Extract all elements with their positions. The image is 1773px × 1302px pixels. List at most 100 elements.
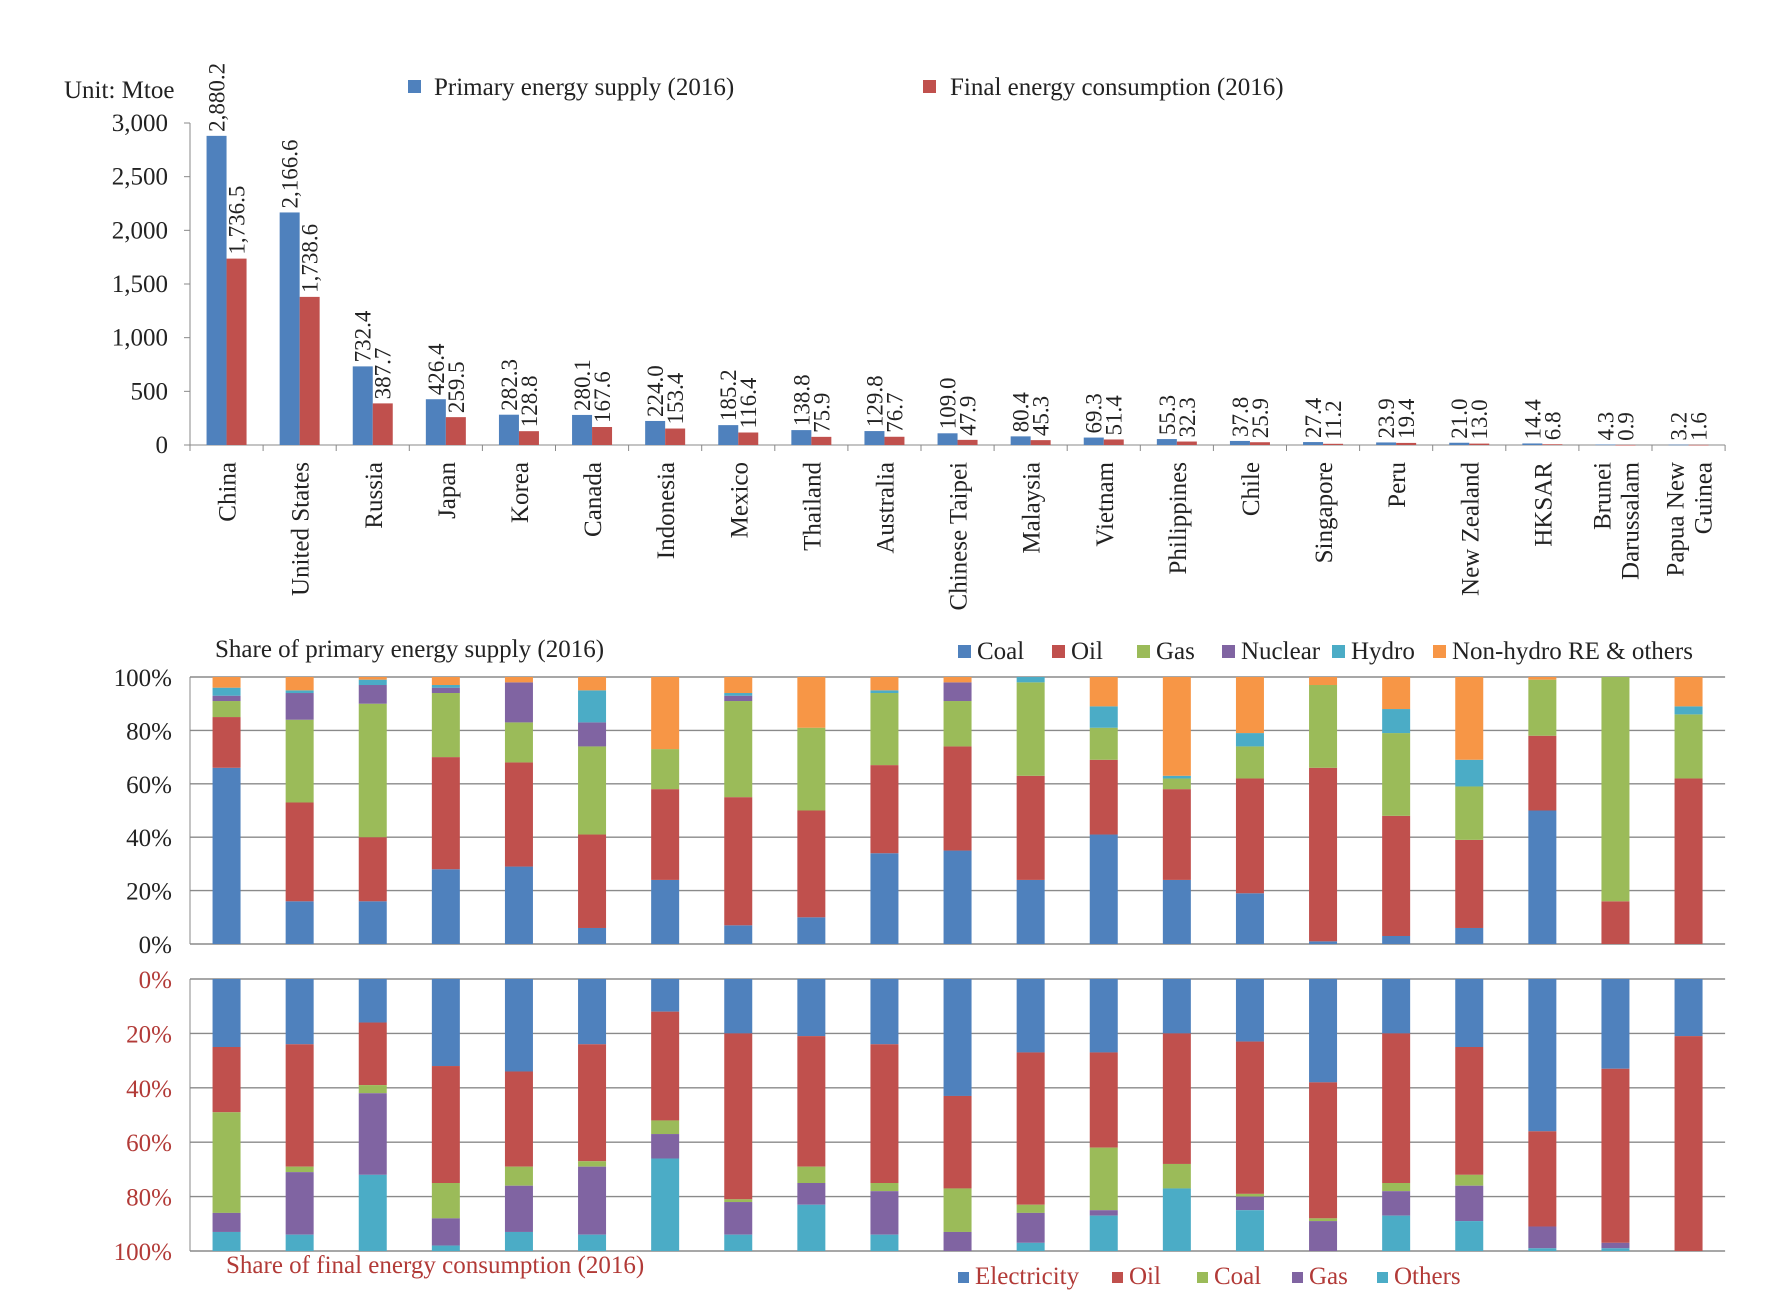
segment-gas-vietnam — [1089, 727, 1118, 760]
segment-gas-japan — [431, 1218, 460, 1246]
segment-non-hydro-re-others-new-zealand — [1455, 677, 1484, 760]
data-label-final-energy-consumption-2016-australia: 76.7 — [882, 393, 907, 433]
segment-coal-indonesia — [651, 879, 680, 944]
segment-others-vietnam — [1089, 1215, 1118, 1251]
segment-oil-japan — [431, 1066, 460, 1183]
country-label-thailand: Thailand — [799, 462, 826, 551]
segment-oil-mexico — [724, 797, 753, 926]
segment-oil-malaysia — [1016, 1052, 1045, 1205]
bar-final-energy-consumption-2016-australia — [884, 436, 905, 445]
legend-swatch-nuclear — [1222, 645, 1235, 658]
bar-final-energy-consumption-2016-russia — [372, 403, 393, 445]
segment-non-hydro-re-others-chile — [1235, 677, 1264, 734]
data-label-final-energy-consumption-2016-hksar: 6.8 — [1540, 412, 1565, 441]
segment-electricity-japan — [431, 979, 460, 1067]
segment-gas-canada — [578, 1166, 607, 1235]
data-label-primary-energy-supply-2016-japan: 426.4 — [424, 343, 449, 395]
segment-hydro-papua-new-guinea — [1674, 706, 1703, 715]
segment-others-japan — [431, 1245, 460, 1251]
mid-chart-title: Share of primary energy supply (2016) — [215, 636, 604, 663]
country-label-hksar: HKSAR — [1530, 462, 1557, 547]
country-label-peru: Peru — [1384, 462, 1411, 508]
segment-oil-singapore — [1309, 767, 1338, 942]
data-label-primary-energy-supply-2016-mexico: 185.2 — [716, 369, 741, 421]
segment-oil-united-states — [285, 1044, 314, 1167]
segment-gas-chinese-taipei — [943, 701, 972, 747]
y-tick-label: 40% — [126, 1076, 172, 1103]
y-tick-label: 500 — [131, 378, 169, 405]
data-label-final-energy-consumption-2016-chinese-taipei: 47.9 — [956, 396, 981, 436]
segment-nuclear-china — [212, 695, 241, 702]
legend-label-nuclear: Nuclear — [1241, 638, 1321, 665]
segment-oil-thailand — [797, 810, 826, 918]
segment-oil-philippines — [1162, 789, 1191, 880]
top-bar-chart: 0 500 1,000 1,500 2,000 2,500 3,000 2,880.2 2,16… — [112, 63, 1726, 459]
segment-non-hydro-re-others-vietnam — [1089, 677, 1118, 707]
segment-gas-papua-new-guinea — [1674, 714, 1703, 779]
data-label-primary-energy-supply-2016-philippines: 55.3 — [1155, 395, 1180, 435]
segment-coal-canada — [578, 1161, 607, 1167]
segment-others-peru — [1382, 1215, 1411, 1251]
segment-non-hydro-re-others-indonesia — [651, 677, 680, 750]
legend-swatch-primary — [408, 80, 421, 93]
segment-non-hydro-re-others-russia — [358, 677, 387, 680]
data-label-primary-energy-supply-2016-new-zealand: 21.0 — [1447, 398, 1472, 438]
bar-final-energy-consumption-2016-united-states — [299, 296, 320, 445]
segment-non-hydro-re-others-australia — [870, 677, 899, 691]
segment-coal-japan — [431, 869, 460, 944]
segment-nuclear-united-states — [285, 693, 314, 720]
y-tick-label: 100% — [114, 1239, 172, 1266]
segment-hydro-canada — [578, 690, 607, 723]
segment-nuclear-chinese-taipei — [943, 682, 972, 702]
segment-nuclear-mexico — [724, 695, 753, 702]
segment-non-hydro-re-others-chinese-taipei — [943, 677, 972, 683]
segment-coal-singapore — [1309, 941, 1338, 944]
segment-oil-japan — [431, 757, 460, 870]
segment-hydro-united-states — [285, 690, 314, 694]
segment-gas-hksar — [1528, 1226, 1557, 1249]
segment-oil-canada — [578, 834, 607, 928]
bar-primary-energy-supply-2016-brunei-darussalam — [1595, 444, 1616, 446]
segment-others-mexico — [724, 1234, 753, 1251]
y-tick-label: 0 — [156, 432, 169, 459]
y-tick-label: 20% — [126, 879, 172, 906]
bar-final-energy-consumption-2016-papua-new-guinea — [1688, 444, 1709, 446]
data-label-primary-energy-supply-2016-indonesia: 224.0 — [643, 365, 668, 417]
y-tick-label: 20% — [126, 1021, 172, 1048]
bar-primary-energy-supply-2016-australia — [864, 431, 885, 445]
segment-hydro-china — [212, 687, 241, 696]
legend-swatch-gas — [1292, 1272, 1303, 1283]
segment-others-philippines — [1162, 1188, 1191, 1251]
bar-final-energy-consumption-2016-chinese-taipei — [957, 439, 978, 445]
segment-oil-new-zealand — [1455, 1047, 1484, 1175]
country-label-russia: Russia — [361, 462, 388, 529]
bar-final-energy-consumption-2016-vietnam — [1103, 439, 1124, 445]
segment-non-hydro-re-others-thailand — [797, 677, 826, 728]
segment-coal-thailand — [797, 1166, 826, 1183]
segment-hydro-mexico — [724, 693, 753, 696]
segment-coal-malaysia — [1016, 879, 1045, 944]
bottom-chart-title: Share of final energy consumption (2016) — [226, 1252, 644, 1279]
bar-final-energy-consumption-2016-singapore — [1323, 443, 1344, 445]
country-label-new-zealand: New Zealand — [1457, 462, 1484, 596]
segment-coal-canada — [578, 927, 607, 944]
y-tick-label: 60% — [126, 772, 172, 799]
legend-swatch-hydro — [1332, 645, 1345, 658]
bar-primary-energy-supply-2016-chinese-taipei — [937, 433, 958, 445]
segment-electricity-brunei-darussalam — [1601, 979, 1630, 1069]
bar-final-energy-consumption-2016-canada — [592, 427, 613, 445]
data-label-primary-energy-supply-2016-peru: 23.9 — [1374, 398, 1399, 438]
segment-coal-vietnam — [1089, 834, 1118, 944]
segment-coal-new-zealand — [1455, 1174, 1484, 1186]
legend-label-final: Final energy consumption (2016) — [950, 74, 1284, 101]
y-tick-label: 2,500 — [112, 164, 168, 191]
segment-hydro-vietnam — [1089, 706, 1118, 728]
segment-oil-united-states — [285, 802, 314, 902]
bar-primary-energy-supply-2016-korea — [498, 414, 519, 445]
segment-coal-philippines — [1162, 879, 1191, 944]
data-label-primary-energy-supply-2016-malaysia: 80.4 — [1009, 392, 1034, 433]
segment-oil-thailand — [797, 1036, 826, 1167]
segment-hydro-new-zealand — [1455, 759, 1484, 787]
data-label-final-energy-consumption-2016-indonesia: 153.4 — [663, 372, 688, 424]
